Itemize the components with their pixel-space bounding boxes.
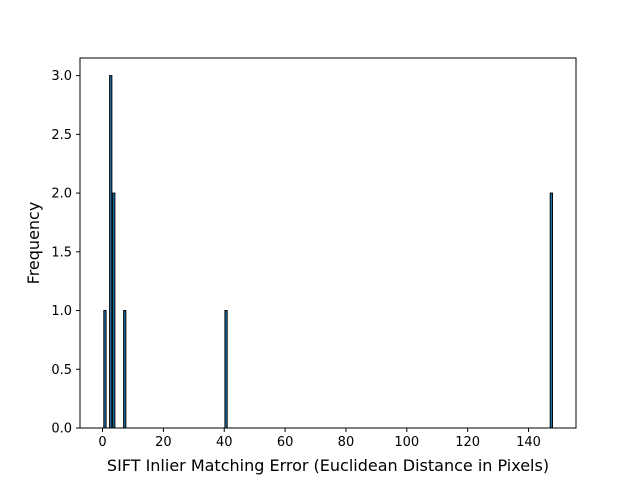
y-tick-label: 1.5 [51, 245, 72, 260]
y-tick-label: 3.0 [51, 69, 72, 84]
y-tick-label: 2.0 [51, 187, 72, 202]
histogram-bar [123, 310, 127, 429]
x-tick-label: 60 [277, 435, 294, 450]
histogram-bar [224, 310, 228, 429]
histogram-bar [109, 75, 113, 429]
x-tick-label: 20 [155, 435, 172, 450]
histogram-bar [103, 310, 107, 429]
histogram-bar [112, 192, 116, 429]
y-tick-label: 0.0 [51, 422, 72, 437]
plot-area-frame [79, 57, 577, 429]
x-axis-label: SIFT Inlier Matching Error (Euclidean Di… [107, 456, 549, 475]
y-tick-label: 2.5 [51, 128, 72, 143]
y-tick-label: 0.5 [51, 363, 72, 378]
x-tick-label: 80 [338, 435, 355, 450]
x-tick-label: 100 [394, 435, 419, 450]
x-axis-ticks: 0 20 40 60 80 100 120 140 [98, 428, 541, 450]
x-tick-label: 140 [516, 435, 541, 450]
y-axis-label: Frequency [24, 202, 43, 285]
y-tick-label: 1.0 [51, 304, 72, 319]
x-tick-label: 40 [216, 435, 233, 450]
x-tick-label: 120 [455, 435, 480, 450]
x-tick-label: 0 [98, 435, 106, 450]
histogram-bar [549, 192, 553, 429]
bars-group [103, 75, 553, 429]
y-axis-ticks: 0.0 0.5 1.0 1.5 2.0 2.5 3.0 [51, 69, 80, 437]
